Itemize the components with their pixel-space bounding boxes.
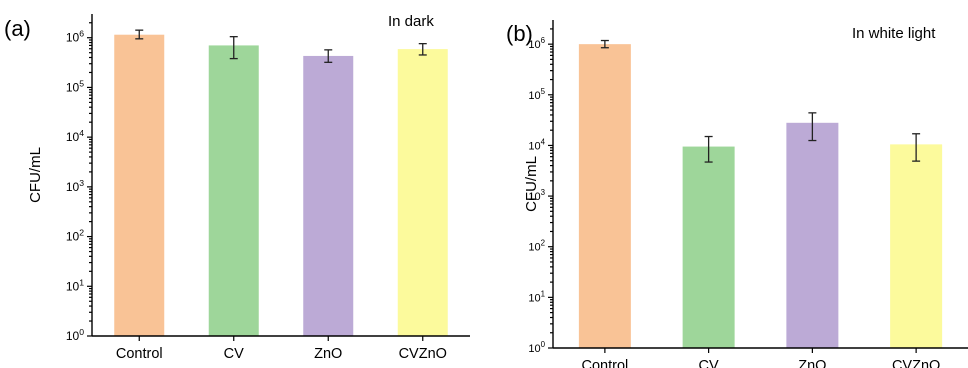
panel-label: (b) xyxy=(506,21,533,46)
panel-label: (a) xyxy=(4,16,31,41)
y-tick-label: 104 xyxy=(528,137,545,152)
condition-annotation: In dark xyxy=(388,13,434,30)
bar-zno xyxy=(786,122,839,348)
error-bar-cvzno xyxy=(912,133,921,162)
bar-cvzno xyxy=(397,49,448,336)
x-tick-label-cv: CV xyxy=(224,346,244,362)
error-bar-zno xyxy=(808,112,817,142)
bar-cv xyxy=(682,146,735,348)
bar-zno xyxy=(303,55,354,336)
error-bar-control xyxy=(135,29,144,40)
y-tick-label: 105 xyxy=(66,78,84,94)
y-axis-label: CFU/mL xyxy=(523,156,540,212)
error-bar-zno xyxy=(324,49,333,63)
y-tick-label: 103 xyxy=(528,188,545,203)
bar-cv xyxy=(208,45,259,337)
y-tick-label: 106 xyxy=(66,29,84,45)
bar-cvzno xyxy=(890,144,943,348)
y-tick-label: 101 xyxy=(528,289,545,304)
y-tick-label: 101 xyxy=(66,277,84,293)
y-tick-label: 106 xyxy=(528,36,545,51)
x-tick-label-cvzno: CVZnO xyxy=(399,346,447,362)
condition-annotation: In white light xyxy=(852,25,936,42)
y-tick-label: 105 xyxy=(528,87,545,102)
error-bar-cv xyxy=(704,135,713,163)
error-bar-control xyxy=(600,39,609,49)
y-axis-label: CFU/mL xyxy=(27,147,44,203)
y-tick-label: 100 xyxy=(528,340,545,355)
bar-control xyxy=(578,44,631,348)
x-tick-label-control: Control xyxy=(582,358,629,368)
y-tick-label: 102 xyxy=(528,239,545,254)
bar-control xyxy=(114,34,165,336)
error-bar-cv xyxy=(229,36,238,60)
y-tick-label: 103 xyxy=(66,178,84,194)
y-tick-label: 104 xyxy=(66,128,84,144)
x-tick-label-zno: ZnO xyxy=(798,358,826,368)
y-tick-label: 102 xyxy=(66,228,84,244)
y-tick-label: 100 xyxy=(66,327,84,343)
x-tick-label-cv: CV xyxy=(699,358,719,368)
x-tick-label-control: Control xyxy=(116,346,163,362)
x-tick-label-zno: ZnO xyxy=(314,346,342,362)
error-bar-cvzno xyxy=(418,42,427,56)
x-tick-label-cvzno: CVZnO xyxy=(892,358,940,368)
